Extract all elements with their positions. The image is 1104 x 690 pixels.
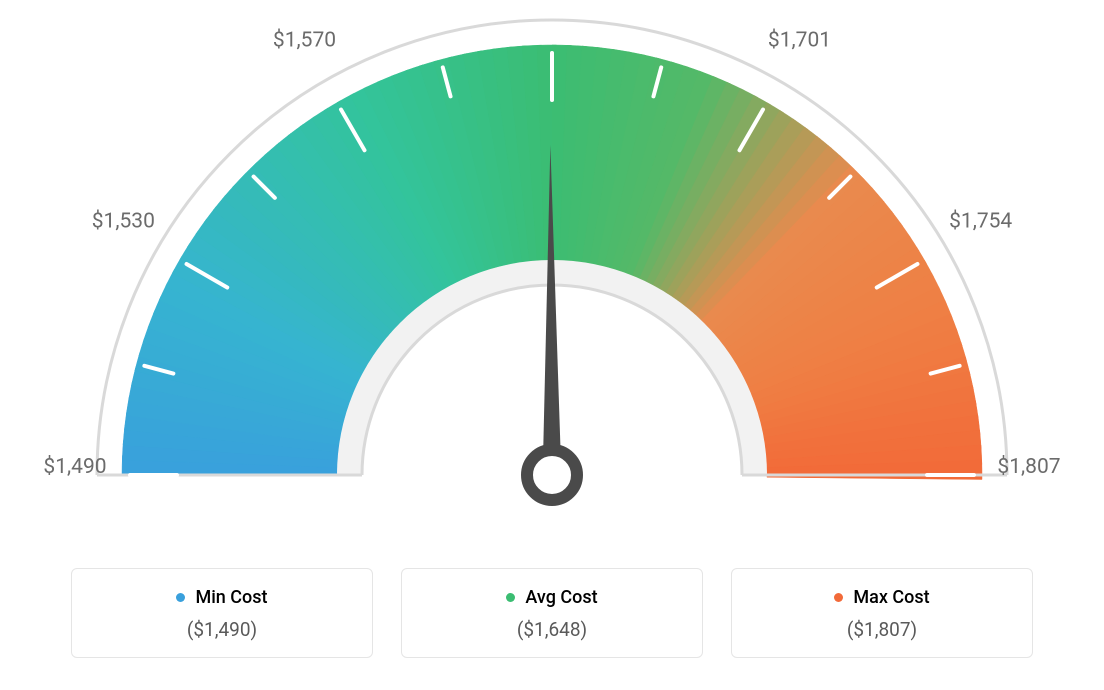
cost-gauge: $1,490$1,530$1,570$1,648$1,701$1,754$1,8… xyxy=(0,0,1104,560)
avg-cost-title: Avg Cost xyxy=(506,587,597,608)
svg-text:$1,490: $1,490 xyxy=(43,455,106,479)
max-cost-label: Max Cost xyxy=(853,587,929,608)
min-cost-label: Min Cost xyxy=(195,587,267,608)
svg-text:$1,754: $1,754 xyxy=(949,210,1012,234)
svg-text:$1,570: $1,570 xyxy=(273,28,336,52)
avg-cost-value: ($1,648) xyxy=(517,618,587,641)
max-cost-title: Max Cost xyxy=(834,587,929,608)
cost-legend-row: Min Cost ($1,490) Avg Cost ($1,648) Max … xyxy=(71,568,1033,658)
max-cost-dot-icon xyxy=(834,593,843,602)
avg-cost-dot-icon xyxy=(506,593,515,602)
avg-cost-card: Avg Cost ($1,648) xyxy=(401,568,703,658)
max-cost-value: ($1,807) xyxy=(847,618,917,641)
svg-text:$1,807: $1,807 xyxy=(997,455,1060,479)
svg-text:$1,530: $1,530 xyxy=(92,210,155,234)
svg-text:$1,701: $1,701 xyxy=(768,28,831,52)
max-cost-card: Max Cost ($1,807) xyxy=(731,568,1033,658)
min-cost-value: ($1,490) xyxy=(187,618,257,641)
min-cost-card: Min Cost ($1,490) xyxy=(71,568,373,658)
gauge-svg: $1,490$1,530$1,570$1,648$1,701$1,754$1,8… xyxy=(0,0,1104,560)
min-cost-dot-icon xyxy=(176,593,185,602)
avg-cost-label: Avg Cost xyxy=(525,587,597,608)
min-cost-title: Min Cost xyxy=(176,587,267,608)
